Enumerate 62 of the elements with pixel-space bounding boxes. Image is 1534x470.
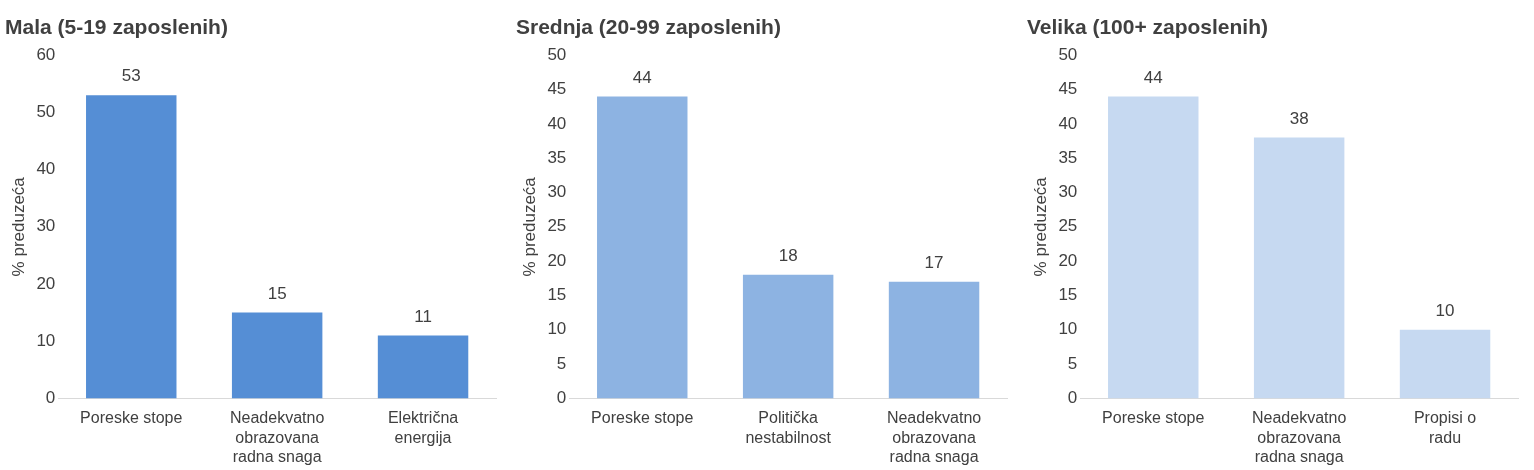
y-tick-label: 20	[36, 273, 56, 293]
y-tick-label: 35	[547, 147, 567, 167]
x-tick-label: Neadekvatno obrazovana radna snaga	[1252, 409, 1347, 465]
y-tick-label: 50	[1058, 44, 1078, 64]
y-tick-label: 0	[1067, 388, 1078, 408]
bar	[377, 335, 469, 399]
x-tick-label: Poreske stope	[591, 409, 694, 427]
chart-title: Velika (100+ zaposlenih)	[1027, 15, 1269, 39]
y-tick-label: 30	[547, 182, 567, 202]
y-tick-label: 50	[547, 44, 567, 64]
x-tick-label: Neadekvatno obrazovana radna snaga	[230, 409, 325, 465]
bar	[888, 281, 980, 399]
y-tick-label: 50	[36, 102, 56, 122]
bar	[742, 274, 834, 399]
y-tick-label: 10	[36, 330, 56, 350]
data-label: 18	[778, 246, 798, 266]
y-tick-label: 10	[1058, 319, 1078, 339]
y-tick-label: 0	[45, 388, 56, 408]
bar	[231, 312, 323, 399]
y-axis-title: % preduzeća	[519, 176, 539, 277]
y-tick-label: 40	[36, 159, 56, 179]
data-label: 44	[1143, 67, 1163, 87]
y-tick-label: 40	[547, 113, 567, 133]
x-tick-label: Neadekvatno obrazovana radna snaga	[886, 409, 982, 465]
data-label: 10	[1435, 300, 1455, 320]
y-tick-label: 20	[1058, 250, 1078, 270]
data-label: 17	[924, 252, 944, 272]
data-label: 53	[121, 66, 141, 86]
y-tick-label: 10	[547, 319, 567, 339]
y-tick-label: 45	[547, 79, 567, 99]
bar	[1108, 96, 1199, 399]
y-axis-title: % preduzeća	[8, 176, 28, 277]
data-label: 38	[1289, 108, 1309, 128]
y-axis-title: % preduzeća	[1030, 176, 1050, 277]
y-tick-label: 25	[547, 216, 567, 236]
y-tick-label: 25	[1058, 216, 1078, 236]
y-tick-label: 40	[1058, 113, 1078, 133]
y-tick-label: 15	[547, 285, 567, 305]
chart-title: Mala (5-19 zaposlenih)	[5, 15, 228, 39]
data-label: 15	[267, 283, 287, 303]
y-tick-label: 5	[1067, 353, 1078, 373]
bar	[1253, 137, 1345, 399]
y-tick-label: 30	[36, 216, 56, 236]
y-tick-label: 0	[556, 388, 567, 408]
x-tick-label: Električna energija	[387, 409, 459, 446]
bar	[597, 96, 688, 399]
bar	[1399, 329, 1491, 399]
data-label: 11	[414, 306, 432, 326]
y-tick-label: 15	[1058, 285, 1078, 305]
y-tick-label: 30	[1058, 182, 1078, 202]
x-tick-label: Politička nestabilnost	[745, 409, 832, 446]
y-tick-label: 5	[556, 353, 567, 373]
y-tick-label: 20	[547, 250, 567, 270]
y-tick-label: 35	[1058, 147, 1078, 167]
y-tick-label: 60	[36, 44, 56, 64]
x-tick-label: Poreske stope	[80, 409, 183, 427]
chart-title: Srednja (20-99 zaposlenih)	[516, 15, 781, 39]
data-label: 44	[632, 67, 652, 87]
y-tick-label: 45	[1058, 79, 1078, 99]
bar	[86, 95, 177, 399]
x-tick-label: Poreske stope	[1102, 409, 1205, 427]
x-tick-label: Propisi o radu	[1413, 409, 1477, 446]
